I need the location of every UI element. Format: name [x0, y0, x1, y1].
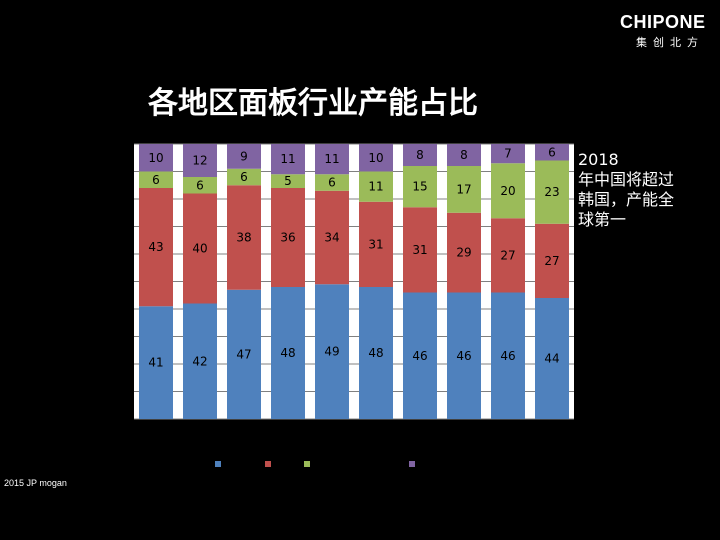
- data-label: 27: [500, 248, 515, 262]
- bar-segment: [183, 144, 217, 177]
- data-label: 46: [500, 349, 515, 363]
- data-label: 20: [500, 184, 515, 198]
- data-label: 46: [456, 349, 471, 363]
- bar-segment: [227, 168, 261, 186]
- bar-segment: [139, 188, 173, 307]
- data-label: 34: [324, 231, 339, 245]
- bar-segment: [139, 171, 173, 188]
- data-label: 31: [368, 237, 383, 251]
- bar-segment: [139, 306, 173, 419]
- bar-segment: [359, 287, 393, 419]
- bar-segment: [447, 292, 481, 419]
- annotation-line: 年中国将超过: [578, 170, 675, 189]
- bar-segment: [271, 188, 305, 287]
- bar-segment: [139, 144, 173, 172]
- logo-subtitle: 集创北方: [636, 36, 704, 49]
- bar-segment: [403, 144, 437, 166]
- bar-segment: [183, 303, 217, 419]
- bar-segment: [271, 287, 305, 419]
- data-label: 6: [240, 170, 248, 184]
- data-label: 6: [548, 145, 556, 159]
- bar-segment: [403, 207, 437, 293]
- bar-segment: [227, 144, 261, 169]
- legend-marker: [265, 461, 271, 467]
- data-label: 6: [196, 178, 204, 192]
- bar-segment: [535, 160, 569, 224]
- bar-segment: [227, 289, 261, 419]
- data-label: 10: [148, 151, 163, 165]
- data-label: 6: [152, 173, 160, 187]
- bar-segment: [447, 212, 481, 293]
- bar-segment: [271, 144, 305, 175]
- bar-segment: [447, 144, 481, 166]
- data-label: 44: [544, 352, 559, 366]
- bar-segment: [447, 166, 481, 213]
- bar-segment: [535, 223, 569, 298]
- data-label: 47: [236, 347, 251, 361]
- data-label: 38: [236, 231, 251, 245]
- data-label: 49: [324, 345, 339, 359]
- data-label: 41: [148, 356, 163, 370]
- annotation-line: 韩国，产能全: [578, 190, 675, 209]
- data-label: 11: [368, 180, 383, 194]
- bar-segment: [403, 166, 437, 208]
- bar-segment: [491, 218, 525, 293]
- bar-segment: [359, 144, 393, 172]
- data-label: 11: [324, 152, 339, 166]
- data-label: 42: [192, 354, 207, 368]
- data-label: 40: [192, 242, 207, 256]
- annotation-text: 2018 年中国将超过 韩国，产能全 球第一: [578, 150, 698, 230]
- annotation-line: 球第一: [578, 210, 627, 229]
- bar-segment: [315, 144, 349, 175]
- data-label: 10: [368, 151, 383, 165]
- data-label: 15: [412, 180, 427, 194]
- bar-segment: [183, 177, 217, 194]
- data-label: 43: [148, 240, 163, 254]
- bar-segment: [359, 171, 393, 202]
- legend-marker: [215, 461, 221, 467]
- bar-segment: [491, 144, 525, 164]
- data-label: 36: [280, 231, 295, 245]
- data-label: 7: [504, 147, 512, 161]
- data-label: 27: [544, 254, 559, 268]
- bar-segment: [183, 193, 217, 304]
- source-note: 2015 JP mogan: [4, 478, 67, 488]
- data-label: 31: [412, 243, 427, 257]
- bar-segment: [271, 174, 305, 188]
- bar-segment: [359, 201, 393, 287]
- annotation-line: 2018: [578, 150, 619, 169]
- bar-segment: [535, 144, 569, 161]
- data-label: 8: [460, 148, 468, 162]
- slide-title: 各地区面板行业产能占比: [148, 86, 478, 121]
- logo-wordmark: CHIPONE: [620, 12, 706, 32]
- data-label: 48: [280, 346, 295, 360]
- legend-marker: [409, 461, 415, 467]
- data-label: 46: [412, 349, 427, 363]
- bar-segment: [535, 298, 569, 419]
- bar-segment: [315, 284, 349, 419]
- bar-segment: [315, 190, 349, 285]
- bar-segment: [491, 292, 525, 419]
- data-label: 48: [368, 346, 383, 360]
- data-label: 8: [416, 148, 424, 162]
- data-label: 12: [192, 154, 207, 168]
- bar-segment: [403, 292, 437, 419]
- data-label: 17: [456, 182, 471, 196]
- data-label: 6: [328, 176, 336, 190]
- bar-segment: [227, 185, 261, 290]
- legend-marker: [304, 461, 310, 467]
- data-label: 9: [240, 149, 248, 163]
- data-label: 11: [280, 152, 295, 166]
- data-label: 29: [456, 246, 471, 260]
- data-label: 23: [544, 185, 559, 199]
- bar-segment: [315, 174, 349, 191]
- data-label: 5: [284, 174, 292, 188]
- chipone-logo: CHIPONE 集创北方: [620, 12, 716, 50]
- bar-segment: [491, 163, 525, 219]
